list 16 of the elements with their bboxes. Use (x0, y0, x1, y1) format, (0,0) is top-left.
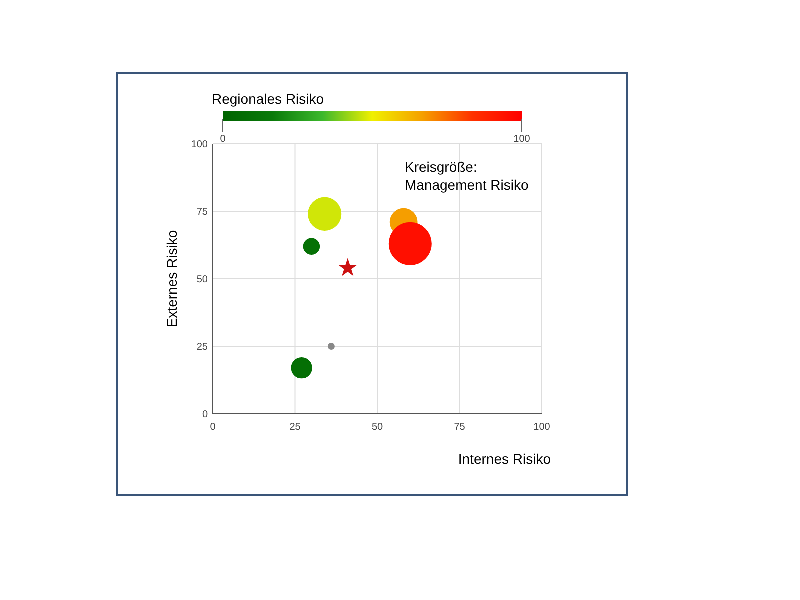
y-tick-label: 100 (191, 140, 208, 150)
y-tick-label: 0 (202, 410, 208, 420)
annotation: Kreisgröße: Management Risiko (405, 159, 529, 193)
x-axis-title: Internes Risiko (458, 451, 552, 467)
x-tick-label: 50 (372, 422, 384, 433)
x-tick-label: 0 (210, 422, 216, 433)
color-bar-label: 0 (220, 134, 226, 145)
y-tick-label: 50 (196, 274, 208, 286)
color-bar-title: Regionales Risiko (212, 91, 324, 107)
x-tick-label: 100 (534, 422, 551, 433)
x-tick-label: 25 (290, 422, 302, 433)
y-axis-title: Externes Risiko (164, 230, 180, 328)
y-tick-label: 25 (196, 342, 208, 353)
color-bar-label: 100 (514, 134, 531, 145)
x-tick-label: 75 (454, 422, 466, 433)
y-tick-label: 75 (196, 207, 208, 218)
